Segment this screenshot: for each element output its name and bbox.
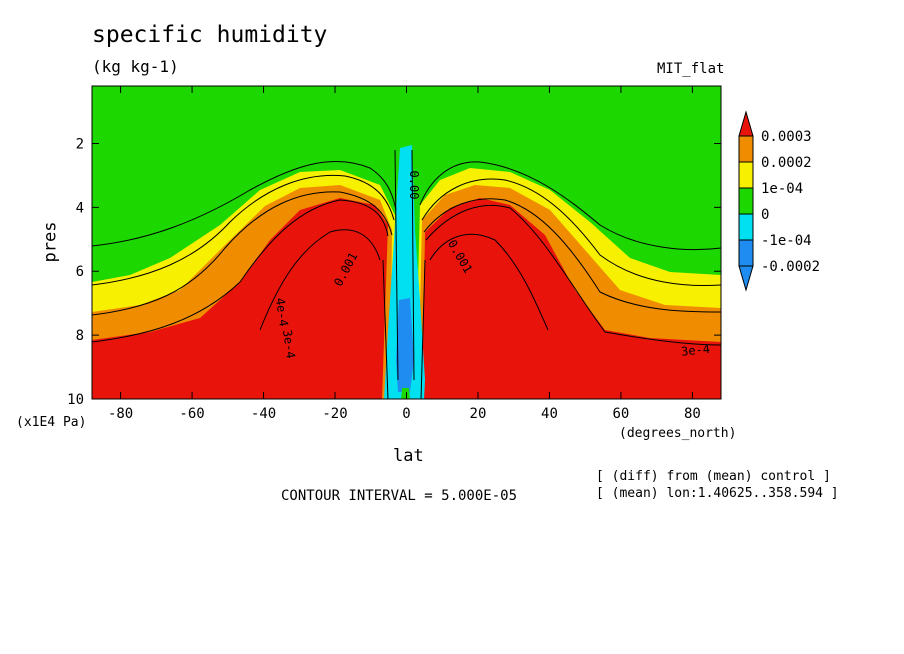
x-tick-label: 20 — [470, 406, 487, 422]
colorbar-box — [738, 213, 754, 241]
colorbar-label: -0.0002 — [761, 259, 820, 275]
contour-label: 0.00 — [407, 171, 421, 200]
chart-title: specific humidity — [92, 22, 328, 48]
field-cyan — [384, 145, 425, 399]
x-tick-label: 40 — [541, 406, 558, 422]
contour-label: 3e-4 — [680, 342, 710, 359]
contour-label: 4e-4 — [273, 297, 291, 328]
colorbar-label: 0.0003 — [761, 129, 812, 145]
mean-note: [ (mean) lon:1.40625..358.594 ] — [596, 486, 839, 501]
x-tick-label: 80 — [684, 406, 701, 422]
field-red — [92, 198, 721, 399]
colorbar-box — [738, 135, 754, 163]
x-tick-label: -60 — [179, 406, 204, 422]
x-axis-label: lat — [393, 446, 424, 466]
y-tick-label: 8 — [76, 328, 84, 344]
contour-label: 3e-4 — [280, 329, 298, 360]
colorbar-label: -1e-04 — [761, 233, 812, 249]
chart-units: (kg kg-1) — [92, 57, 179, 76]
colorbar-box — [738, 187, 754, 215]
y-tick-label: 6 — [76, 264, 84, 280]
y-axis-units: (x1E4 Pa) — [16, 415, 87, 430]
x-axis-units: (degrees_north) — [619, 426, 737, 441]
contour-line — [92, 191, 393, 316]
colorbar-label: 0 — [761, 207, 769, 223]
contour-line — [425, 204, 721, 346]
run-label: MIT_flat — [657, 61, 725, 77]
colorbar-box — [738, 239, 754, 267]
x-tick-label: 60 — [613, 406, 630, 422]
contour-line — [429, 233, 549, 331]
y-tick-label: 4 — [76, 200, 84, 216]
field-green-core — [401, 388, 410, 399]
contour-line — [421, 178, 721, 287]
x-tick-label: -80 — [108, 406, 133, 422]
contour-line — [423, 198, 721, 313]
colorbar-extend-top — [738, 110, 754, 137]
colorbar-label: 1e-04 — [761, 181, 803, 197]
x-tick-label: -40 — [251, 406, 276, 422]
field-blue — [396, 298, 414, 392]
x-tick-label: 0 — [402, 406, 410, 422]
x-tick-label: -20 — [322, 406, 347, 422]
contour-line — [419, 161, 721, 251]
y-tick-label: 2 — [76, 136, 84, 152]
colorbar-extend-bottom — [738, 265, 754, 292]
contour-line — [92, 161, 397, 247]
colorbar-box — [738, 161, 754, 189]
contour-line — [394, 149, 415, 381]
contour-line — [92, 174, 395, 286]
contour-line — [382, 259, 426, 399]
contour-interval: CONTOUR INTERVAL = 5.000E-05 — [281, 488, 518, 504]
colorbar-label: 0.0002 — [761, 155, 812, 171]
contour-line — [259, 229, 381, 331]
y-tick-label: 10 — [67, 392, 84, 408]
contour-line — [92, 199, 389, 343]
diff-note: [ (diff) from (mean) control ] — [596, 469, 831, 484]
